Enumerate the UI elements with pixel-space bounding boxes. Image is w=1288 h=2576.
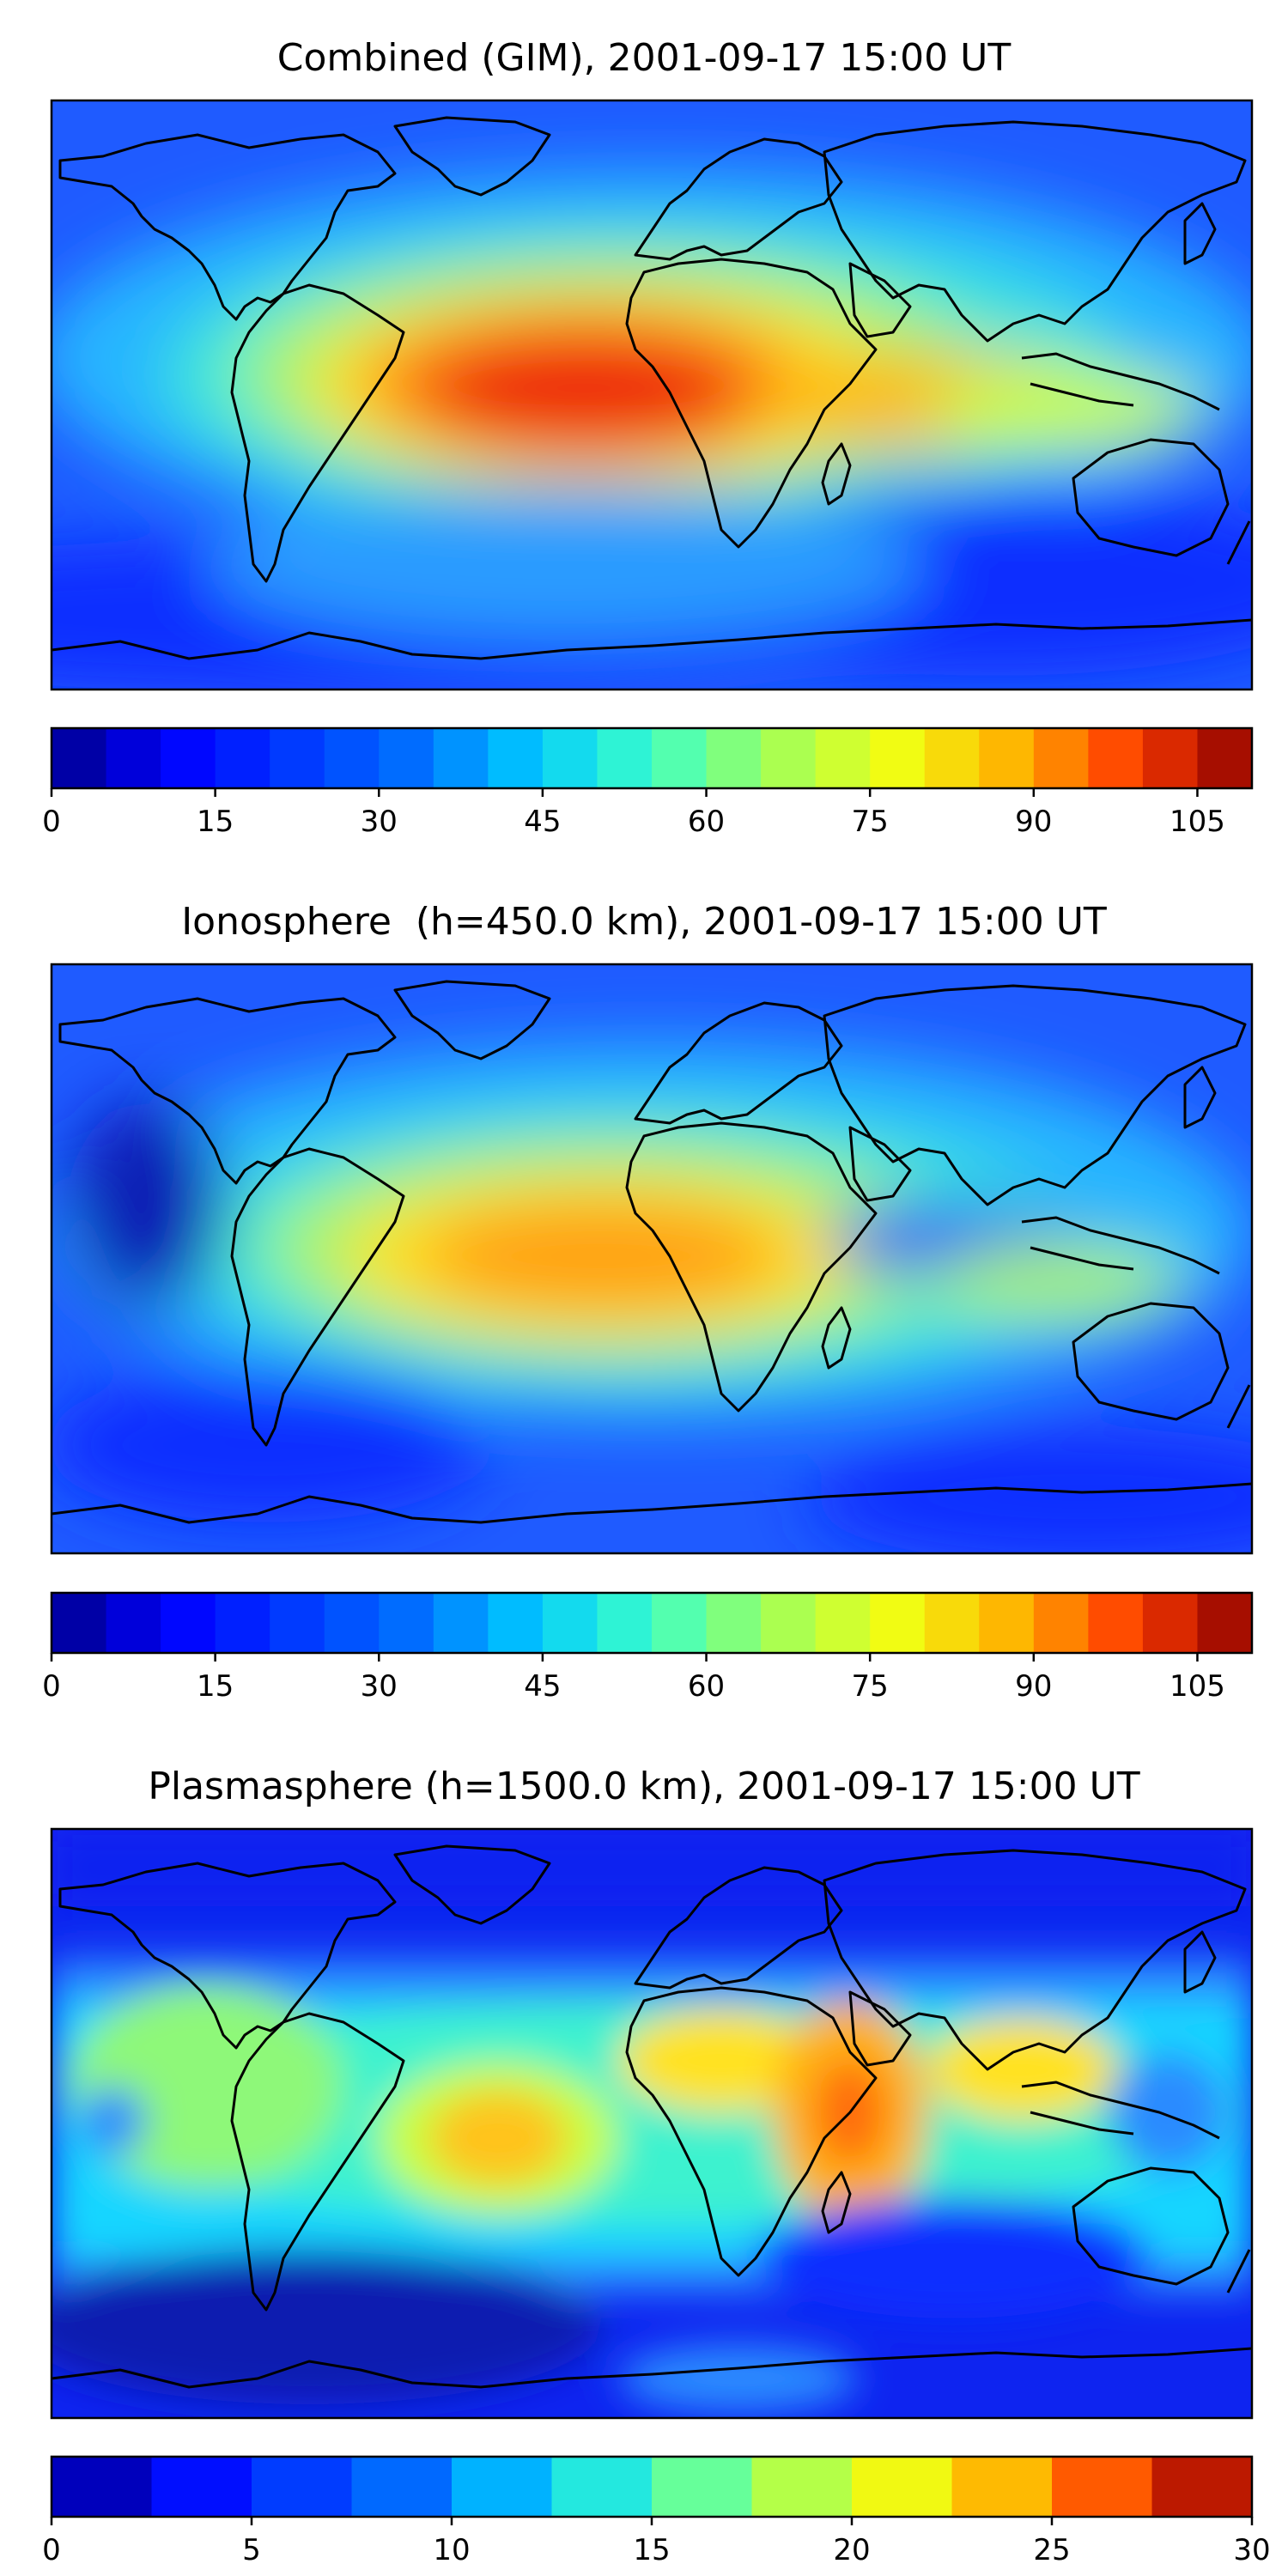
- colorbar-bin: [761, 1593, 817, 1653]
- colorbar-tick-label: 15: [197, 805, 234, 839]
- colorbar-tick-label: 20: [833, 2533, 870, 2567]
- colorbar-tick-label: 10: [433, 2533, 470, 2567]
- colorbar-tick-label: 0: [42, 1669, 61, 1704]
- colorbar-bin: [979, 1593, 1035, 1653]
- colorbar-tick-label: 5: [242, 2533, 261, 2567]
- colorbar-bin: [1088, 1593, 1144, 1653]
- map-combined: [50, 99, 1254, 691]
- chart-title-plasmasphere: Plasmasphere (h=1500.0 km), 2001-09-17 1…: [148, 1765, 1140, 1808]
- chart-title-combined: Combined (GIM), 2001-09-17 15:00 UT: [276, 36, 1012, 80]
- colorbar-bin: [488, 1593, 544, 1653]
- colorbar-tick-label: 60: [688, 805, 725, 839]
- colorbar-bin: [815, 1593, 871, 1653]
- colorbar-combined: 0 15 30 45 60 75 90 105: [42, 726, 1254, 839]
- colorbar-bin: [924, 728, 980, 788]
- colorbar-bin: [761, 728, 817, 788]
- colorbar-bin: [161, 1593, 216, 1653]
- colorbar-bin: [1052, 2457, 1153, 2517]
- colorbar-bin: [542, 1593, 598, 1653]
- colorbar-bin: [1033, 1593, 1089, 1653]
- colorbar-bin: [1033, 728, 1089, 788]
- colorbar-bin: [52, 728, 107, 788]
- chart-title-ionosphere: Ionosphere (h=450.0 km), 2001-09-17 15:0…: [181, 900, 1107, 944]
- colorbar-bin: [1142, 1593, 1199, 1653]
- colorbar-tick-label: 90: [1015, 805, 1052, 839]
- colorbar-bin: [597, 1593, 653, 1653]
- colorbar-bin: [551, 2457, 653, 2517]
- colorbar-bin: [433, 728, 489, 788]
- colorbar-bin: [433, 1593, 489, 1653]
- colorbar-bin: [270, 1593, 325, 1653]
- colorbar-tick-label: 0: [42, 2533, 61, 2567]
- colorbar-bin: [106, 1593, 161, 1653]
- colorbar-bin: [751, 2457, 853, 2517]
- colorbar-bin: [652, 1593, 708, 1653]
- colorbar-bin: [1142, 728, 1199, 788]
- colorbar-bin: [215, 1593, 270, 1653]
- colorbar-bin: [106, 728, 161, 788]
- colorbar-tick-label: 105: [1170, 805, 1225, 839]
- colorbar-bin: [52, 1593, 107, 1653]
- colorbar-frame: [50, 726, 1254, 790]
- colorbar-tick-label: 45: [524, 805, 561, 839]
- colorbar-plasmasphere: 0 5 10 15 20 25 30: [42, 2455, 1271, 2567]
- colorbar-tick-label: 45: [524, 1669, 561, 1704]
- colorbar-bin: [870, 1593, 926, 1653]
- colorbar-bin: [252, 2457, 353, 2517]
- colorbar-bin: [452, 2457, 553, 2517]
- colorbar-bin: [1197, 1593, 1253, 1653]
- colorbar-bin: [597, 728, 653, 788]
- colorbar-bin: [870, 728, 926, 788]
- colorbar-tick-label: 15: [633, 2533, 670, 2567]
- colorbar-tick-label: 60: [688, 1669, 725, 1704]
- colorbar-bin: [979, 728, 1035, 788]
- colorbar-tick-label: 105: [1170, 1669, 1225, 1704]
- colorbar-bin: [379, 728, 434, 788]
- colorbar-bin: [215, 728, 270, 788]
- colorbar-bin: [351, 2457, 453, 2517]
- colorbar-tick-label: 0: [42, 805, 61, 839]
- colorbar-tick-label: 30: [1233, 2533, 1270, 2567]
- colorbar-bin: [1088, 728, 1144, 788]
- colorbar-tick-label: 15: [197, 1669, 234, 1704]
- colorbar-bin: [324, 1593, 380, 1653]
- colorbar-frame: [50, 1591, 1254, 1655]
- colorbar-ionosphere: 0 15 30 45 60 75 90 105: [42, 1591, 1254, 1704]
- colorbar-bin: [1151, 2457, 1253, 2517]
- colorbar-bin: [151, 2457, 252, 2517]
- colorbar-tick-label: 25: [1033, 2533, 1070, 2567]
- colorbar-bin: [270, 728, 325, 788]
- colorbar-tick-label: 75: [852, 805, 889, 839]
- colorbar-bin: [951, 2457, 1053, 2517]
- colorbar-tick-label: 30: [361, 805, 398, 839]
- colorbar-bin: [488, 728, 544, 788]
- colorbar-bin: [52, 2457, 153, 2517]
- colorbar-bin: [852, 2457, 953, 2517]
- colorbar-tick-label: 30: [361, 1669, 398, 1704]
- colorbar-bin: [379, 1593, 434, 1653]
- colorbar-bin: [924, 1593, 980, 1653]
- map-plasmasphere: [50, 1827, 1254, 2420]
- colorbar-bin: [652, 728, 708, 788]
- colorbar-bin: [706, 728, 762, 788]
- colorbar-bin: [652, 2457, 753, 2517]
- colorbar-tick-label: 75: [852, 1669, 889, 1704]
- colorbar-bin: [706, 1593, 762, 1653]
- map-ionosphere: [50, 963, 1254, 1555]
- colorbar-bin: [161, 728, 216, 788]
- colorbar-bin: [542, 728, 598, 788]
- colorbar-bin: [1197, 728, 1253, 788]
- colorbar-bin: [324, 728, 380, 788]
- colorbar-tick-label: 90: [1015, 1669, 1052, 1704]
- colorbar-bin: [815, 728, 871, 788]
